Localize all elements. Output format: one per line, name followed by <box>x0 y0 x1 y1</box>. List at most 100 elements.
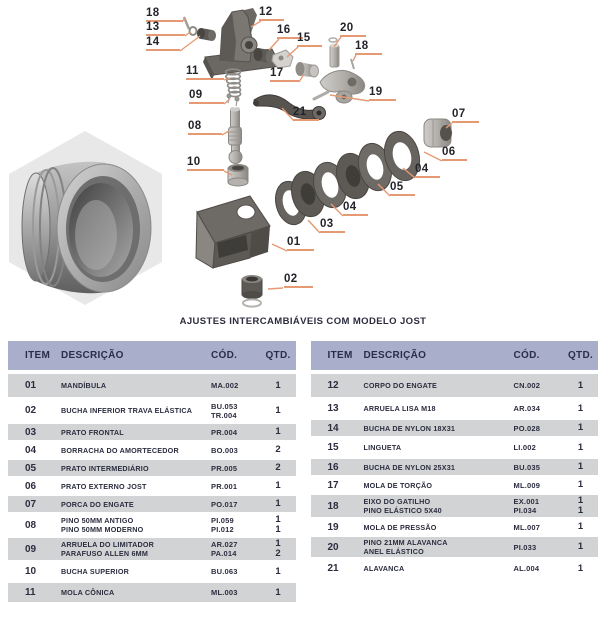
cell-cod: ML.009 <box>513 480 541 490</box>
table-row: 08 PINO 50MM ANTIGO PINO 50MM MODERNO PI.… <box>8 514 296 536</box>
cell-desc: PINO 21MM ALAVANCA ANEL ELÁSTICO <box>363 538 448 556</box>
cell-cod: BU.063 <box>211 567 238 576</box>
cell-qtd: 1 <box>275 586 281 598</box>
header-cod: CÓD. <box>513 350 540 361</box>
cell-item: 18 <box>327 500 339 512</box>
cell-qtd: 1 <box>275 498 281 509</box>
callout-18-right: 18 <box>355 40 382 55</box>
callout-18-top-left: 18 <box>146 7 183 22</box>
cell-cod: PI.033 <box>513 542 537 552</box>
cell-qtd: 1 <box>577 402 584 414</box>
cell-item: 13 <box>327 403 339 414</box>
callout-02: 02 <box>284 273 313 288</box>
cell-desc: CORPO DO ENGATE <box>363 381 438 390</box>
cell-cod: PO.028 <box>513 423 541 433</box>
cell-desc: BUCHA DE NYLON 25X31 <box>363 462 456 472</box>
table-row: 09 ARRUELA DO LIMITADOR PARAFUSO ALLEN 6M… <box>8 538 296 560</box>
cell-item: 20 <box>327 541 339 553</box>
part-pin-08 <box>228 107 243 164</box>
callout-21: 21 <box>293 106 319 121</box>
cell-cod: BU.035 <box>513 462 541 472</box>
cell-qtd: 1 <box>275 426 281 437</box>
part-washer-13 <box>188 26 198 36</box>
cell-item: 21 <box>327 563 339 574</box>
callout-04-upper: 04 <box>415 163 440 178</box>
callout-09: 09 <box>189 89 224 104</box>
cell-desc: MOLA DE TORÇÃO <box>363 480 433 490</box>
cell-item: 07 <box>25 498 37 510</box>
callout-leader-lines <box>179 17 453 290</box>
callout-10: 10 <box>187 156 224 171</box>
table-header: ITEM DESCRIÇÃO CÓD. QTD. <box>310 341 598 370</box>
callout-13: 13 <box>146 21 185 36</box>
cell-cod: MA.002 <box>211 381 239 390</box>
table-row: 16 BUCHA DE NYLON 25X31 BU.035 1 <box>310 459 598 475</box>
table-row: 15 LINGUETA LI.002 1 <box>311 438 599 457</box>
cell-desc: PORCA DO ENGATE <box>61 499 134 509</box>
cell-cod: EX.001 PI.034 <box>513 497 540 515</box>
cell-item: 19 <box>327 521 339 533</box>
cell-qtd: 1 <box>275 565 281 577</box>
callout-04-lower: 04 <box>343 201 368 216</box>
table-row: 11 MOLA CÔNICA ML.003 1 <box>8 583 296 602</box>
callout-03: 03 <box>320 218 345 233</box>
table-row: 05 PRATO INTERMEDIÁRIO PR.005 2 <box>8 460 296 476</box>
cell-desc: ARRUELA LISA M18 <box>363 404 436 413</box>
part-bushing-14 <box>197 28 216 41</box>
table-row: 13 ARRUELA LISA M18 AR.034 1 <box>311 399 599 418</box>
cell-item: 03 <box>25 426 37 438</box>
part-trigger <box>319 69 366 104</box>
table-row: 21 ALAVANCA AL.004 1 <box>311 559 599 578</box>
cell-desc: BUCHA DE NYLON 18X31 <box>363 423 456 433</box>
table-row: 10 BUCHA SUPERIOR BU.063 1 <box>8 562 296 581</box>
part-discs-chain <box>275 130 421 226</box>
cell-desc: PRATO EXTERNO JOST <box>61 481 147 491</box>
cell-item: 17 <box>327 479 339 491</box>
parts-table-left: ITEM DESCRIÇÃO CÓD. QTD. 01 MANDÍBULA MA… <box>8 341 296 604</box>
cell-cod: AR.027 PA.014 <box>211 540 238 558</box>
cell-qtd: 1 <box>577 541 584 552</box>
cell-cod: ML.003 <box>211 588 238 597</box>
cell-qtd: 1 <box>577 562 584 574</box>
parts-table-right: ITEM DESCRIÇÃO CÓD. QTD. 12 CORPO DO ENG… <box>310 341 599 604</box>
cell-qtd: 1 <box>577 461 584 472</box>
part-spring-pin-19 <box>312 90 330 101</box>
cell-desc: EIXO DO GATILHO PINO ELÁSTICO 5X40 <box>363 497 442 515</box>
cell-qtd: 1 <box>577 379 584 391</box>
part-roller-17 <box>295 62 319 78</box>
part-pin-20 <box>328 37 340 68</box>
cell-cod: PO.017 <box>211 499 238 509</box>
callout-15: 15 <box>297 32 322 47</box>
cell-desc: MOLA CÔNICA <box>61 588 115 597</box>
part-screws-09 <box>226 93 240 107</box>
table-row: 18 EIXO DO GATILHO PINO ELÁSTICO 5X40 EX.… <box>310 495 598 517</box>
part-bushing-02 <box>241 275 263 308</box>
header-cod: CÓD. <box>211 350 238 361</box>
callout-14: 14 <box>146 36 180 51</box>
header-qtd: QTD. <box>265 349 291 361</box>
cell-item: 02 <box>25 405 37 416</box>
table-row: 19 MOLA DE PRESSÃO ML.007 1 <box>311 519 599 535</box>
cell-item: 08 <box>25 519 37 531</box>
cell-qtd: 2 <box>275 444 281 455</box>
part-bushing-16 <box>253 48 275 63</box>
cell-cod: PI.059 PI.012 <box>211 516 234 534</box>
cell-cod: PR.001 <box>211 481 238 491</box>
callout-06: 06 <box>442 146 467 161</box>
callout-16: 16 <box>277 24 303 39</box>
part-lingueta-15 <box>271 49 294 69</box>
cell-qtd: 1 <box>577 479 584 490</box>
cell-item: 16 <box>327 461 339 473</box>
callout-08: 08 <box>188 120 222 135</box>
table-row: 04 BORRACHA DO AMORTECEDOR BO.003 2 <box>8 442 296 458</box>
cell-qtd: 1 <box>275 404 281 416</box>
table-row: 02 BUCHA INFERIOR TRAVA ELÁSTICA BU.053 T… <box>8 399 296 422</box>
cell-desc: MANDÍBULA <box>61 381 107 390</box>
cell-item: 12 <box>327 380 339 391</box>
cell-qtd: 1 <box>577 521 584 532</box>
cell-desc: MOLA DE PRESSÃO <box>363 522 437 532</box>
cell-cod: BO.003 <box>211 445 239 455</box>
table-row: 14 BUCHA DE NYLON 18X31 PO.028 1 <box>310 420 598 436</box>
